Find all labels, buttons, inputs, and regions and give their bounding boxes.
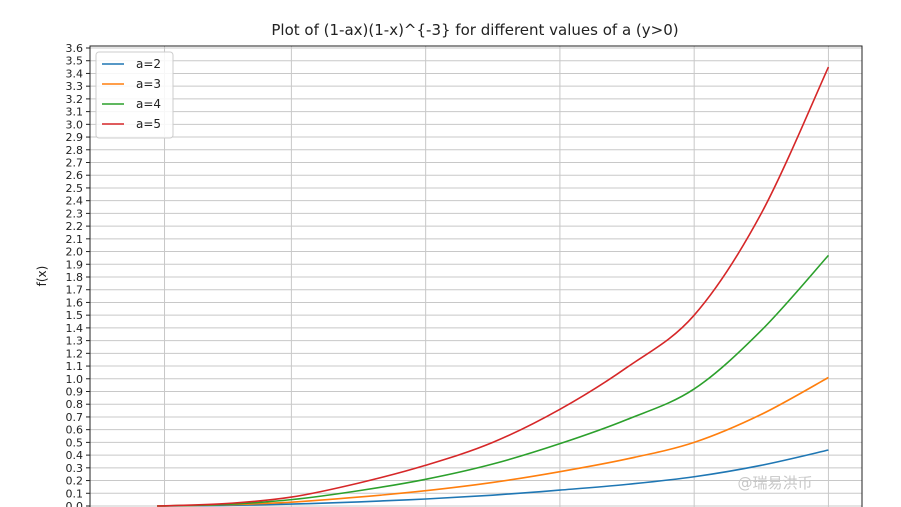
y-tick-label: 3.5 <box>66 55 84 68</box>
series-lines <box>157 66 830 507</box>
y-tick-label: 2.4 <box>66 195 84 208</box>
series-line-a5 <box>157 66 830 507</box>
y-tick-label: 0.2 <box>66 475 84 488</box>
y-tick-label: 2.6 <box>66 169 84 182</box>
y-tick-label: 3.4 <box>66 67 84 80</box>
plot-frame <box>89 45 863 507</box>
chart-title: Plot of (1-ax)(1-x)^{-3} for different v… <box>271 21 678 39</box>
y-tick-label: 1.6 <box>66 296 84 309</box>
watermark: @瑞易洪币 <box>737 474 812 492</box>
y-tick-label: 2.3 <box>66 207 84 220</box>
legend-box <box>95 51 174 139</box>
y-tick-label: 0.6 <box>66 424 84 437</box>
y-tick-label: 1.3 <box>66 335 84 348</box>
legend-label: a=3 <box>136 77 161 91</box>
y-tick-label: 2.2 <box>66 220 84 233</box>
y-tick-label: 1.4 <box>66 322 84 335</box>
y-tick-label: 0.5 <box>66 436 84 449</box>
y-tick-label: 3.1 <box>66 106 84 119</box>
y-tick-label: 1.8 <box>66 271 84 284</box>
y-tick-label: 1.2 <box>66 347 84 360</box>
y-tick-label: 3.3 <box>66 80 84 93</box>
series-line-a2 <box>157 449 829 507</box>
y-tick-label: 3.0 <box>66 118 84 131</box>
y-axis-label: f(x) <box>35 266 49 287</box>
legend-label: a=4 <box>136 97 161 111</box>
y-tick-label: 2.0 <box>66 246 84 259</box>
y-tick-label: 2.5 <box>66 182 84 195</box>
y-tick-label: 3.2 <box>66 93 84 106</box>
legend-label: a=2 <box>136 57 161 71</box>
grid <box>90 46 862 507</box>
y-tick-label: 3.6 <box>66 42 84 55</box>
series-line-a4 <box>157 254 830 507</box>
y-tick-label: 0.1 <box>66 487 84 500</box>
y-tick-label: 0.7 <box>66 411 84 424</box>
series-line-a3 <box>157 376 829 507</box>
y-tick-label: 2.8 <box>66 144 84 157</box>
y-tick-label: 1.7 <box>66 284 84 297</box>
legend-label: a=5 <box>136 117 161 131</box>
y-tick-label: 0.0 <box>66 500 84 507</box>
y-tick-label: 1.9 <box>66 258 84 271</box>
y-tick-label: 2.9 <box>66 131 84 144</box>
y-tick-label: 1.5 <box>66 309 84 322</box>
y-tick-label: 1.1 <box>66 360 84 373</box>
y-tick-label: 0.4 <box>66 449 84 462</box>
y-tick-label: 0.3 <box>66 462 84 475</box>
legend: a=2 a=3 a=4 a=5 <box>95 51 174 139</box>
y-tick-label: 0.8 <box>66 398 84 411</box>
y-tick-label: 2.1 <box>66 233 84 246</box>
y-tick-label: 0.9 <box>66 386 84 399</box>
y-tick-label: 1.0 <box>66 373 84 386</box>
y-tick-label: 2.7 <box>66 157 84 170</box>
y-ticks: 0.00.10.20.30.40.50.60.70.80.91.01.11.21… <box>66 42 90 507</box>
